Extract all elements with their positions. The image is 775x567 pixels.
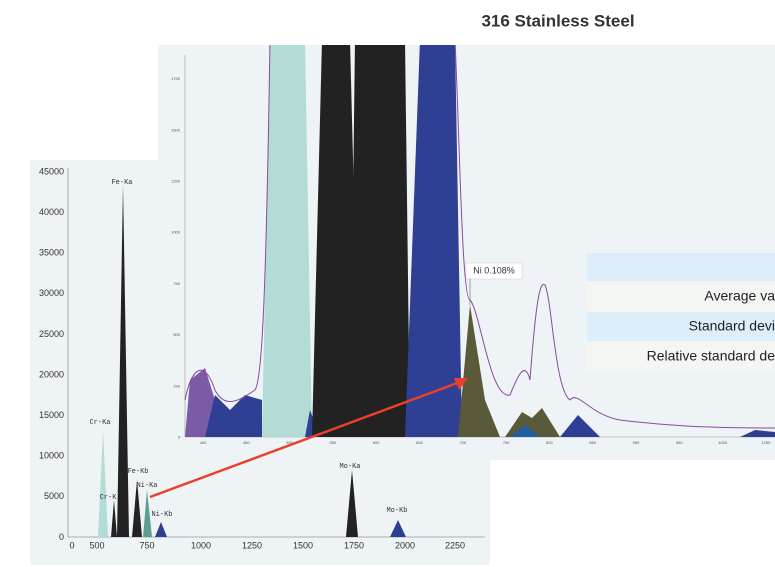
peak-label: Mo-Ka	[339, 463, 360, 471]
x-tick-label: 550	[330, 440, 337, 445]
peak	[143, 490, 152, 537]
peak	[117, 185, 129, 537]
spectrum-line	[184, 45, 775, 429]
table-cell: Average va	[704, 288, 775, 304]
title: 316 Stainless Steel	[481, 11, 634, 30]
peak-label: Ni-Kb	[151, 511, 172, 519]
table-row	[587, 312, 775, 341]
x-tick-label: 500	[89, 540, 104, 550]
x-tick-label: 750	[139, 540, 154, 550]
y-tick-label: 20000	[39, 369, 64, 379]
annotation-box	[465, 262, 523, 280]
x-tick-label: 950	[676, 440, 683, 445]
peak	[458, 305, 500, 437]
y-tick-label: 0	[59, 532, 64, 542]
peak	[505, 408, 560, 437]
annotation: Ni 0.108%	[473, 265, 515, 275]
table-row	[587, 342, 775, 371]
peak	[350, 45, 410, 437]
peak-label: Mo-Kb	[386, 507, 407, 515]
x-tick-label: 450	[243, 440, 250, 445]
peak-label: Fe-Ka	[111, 179, 132, 187]
peak	[132, 480, 142, 537]
peak-label: Fe-Kb	[127, 468, 148, 476]
peak-label: Ni-Ka	[136, 482, 157, 490]
peak	[740, 430, 775, 437]
peak	[98, 430, 108, 537]
x-tick-label: 750	[503, 440, 510, 445]
x-tick-label: 1500	[293, 540, 313, 550]
y-tick-label: 1500	[171, 127, 181, 132]
x-tick-label: 2000	[395, 540, 415, 550]
peak	[346, 470, 358, 537]
y-tick-label: 1250	[171, 178, 181, 183]
y-tick-label: 500	[173, 332, 180, 337]
peak	[405, 45, 462, 437]
y-tick-label: 250	[173, 383, 180, 388]
y-tick-label: 35000	[39, 248, 64, 258]
peak	[262, 45, 312, 437]
y-tick-label: 1000	[171, 230, 181, 235]
arrow	[149, 380, 461, 499]
x-tick-label: 800	[546, 440, 553, 445]
y-tick-label: 25000	[39, 329, 64, 339]
peak	[155, 522, 167, 537]
y-tick-label: 45000	[39, 166, 64, 176]
x-tick-label: 1000	[191, 540, 211, 550]
arrow-head	[454, 378, 468, 390]
y-tick-label: 750	[173, 281, 180, 286]
y-tick-label: 0	[178, 434, 181, 439]
peak	[390, 520, 406, 537]
x-tick-label: 1750	[344, 540, 364, 550]
x-tick-label: 2250	[445, 540, 465, 550]
x-tick-label: 1250	[242, 540, 262, 550]
x-tick-label: 850	[589, 440, 596, 445]
peak	[205, 395, 262, 437]
x-tick-label: 600	[373, 440, 380, 445]
x-tick-label: 0	[69, 540, 74, 550]
peak-label: Cr-Ka	[89, 419, 110, 427]
table-header	[587, 253, 775, 281]
y-tick-label: 1750	[171, 76, 181, 81]
x-tick-label: 650	[416, 440, 423, 445]
y-tick-label: 40000	[39, 207, 64, 217]
y-tick-label: 5000	[44, 491, 64, 501]
table-row	[587, 282, 775, 311]
x-tick-label: 700	[459, 440, 466, 445]
peak-label: Cr-K	[100, 494, 118, 502]
table-cell: Relative standard de	[647, 348, 775, 364]
x-tick-label: 400	[200, 440, 207, 445]
y-tick-label: 15000	[39, 410, 64, 420]
y-tick-label: 30000	[39, 288, 64, 298]
x-tick-label: 500	[286, 440, 293, 445]
zoom-panel: 1750 1500 1250 1000 750 500 250 0 400 450 500 550 60…	[158, 45, 775, 460]
y-tick-label: 10000	[39, 451, 64, 461]
peak	[510, 425, 540, 437]
x-tick-label: 900	[633, 440, 640, 445]
table-cell: Standard devi	[689, 318, 775, 334]
peak	[312, 45, 360, 437]
peak	[111, 500, 117, 537]
x-tick-label: 1250	[761, 440, 771, 445]
x-tick-label: 1000	[718, 440, 728, 445]
peak	[560, 415, 600, 437]
